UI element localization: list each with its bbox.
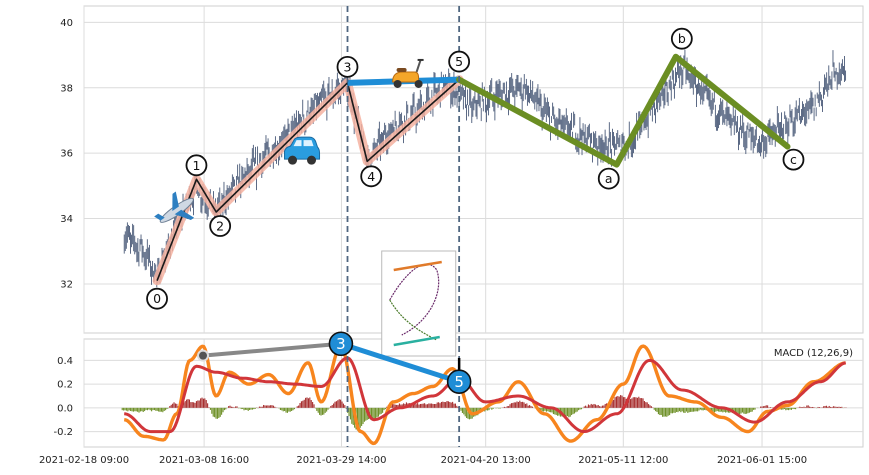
wave-label-circle	[209, 215, 232, 237]
x-tick-label: 2021-03-29 14:00	[296, 455, 386, 466]
inset-frame	[381, 250, 457, 357]
car-wheel-rear	[307, 155, 317, 165]
wave-label-text: 5	[455, 54, 463, 69]
price-y-tick-label: 36	[60, 149, 73, 160]
macd-legend: MACD (12,26,9)	[774, 348, 853, 359]
macd-line	[123, 344, 846, 446]
wave-label-text: b	[678, 31, 686, 46]
x-tick-label: 2021-05-11 12:00	[578, 455, 668, 466]
wave-label-circle	[360, 165, 383, 188]
x-tick-label: 2021-03-08 16:00	[159, 455, 249, 466]
scooter-wheel-rear	[393, 79, 402, 88]
macd-y-tick-label: -0.2	[53, 427, 73, 438]
wave-label-text: 3	[344, 59, 352, 74]
car-window-front	[293, 140, 302, 147]
wave-label-text: 4	[367, 169, 375, 184]
airplane-wing-bottom	[174, 209, 195, 221]
macd-lines	[123, 344, 846, 446]
scooter-handle-stem	[415, 59, 422, 73]
wave-label-circle	[782, 148, 805, 171]
correction-wave-line	[456, 53, 791, 168]
scooter-body	[392, 71, 420, 83]
x-tick-label: 2021-06-01 15:00	[717, 455, 807, 466]
wave-label-text: 2	[216, 219, 224, 234]
wave-label-text: 1	[192, 158, 200, 173]
wave-label-circle	[146, 287, 168, 310]
macd-gray-connector	[202, 341, 342, 358]
inset-coaster-top	[393, 260, 442, 272]
airplane-tail	[154, 213, 165, 221]
inset-thumbnail	[381, 250, 465, 381]
macd-y-tick-label: 0.2	[57, 380, 73, 391]
price-y-tick-label: 34	[60, 214, 73, 225]
scooter-seat	[396, 67, 407, 72]
signal-line	[124, 356, 846, 434]
wave-labels: 3 5 0 1 2 3 4 5 a b c	[146, 27, 805, 395]
scooter-icon	[392, 58, 424, 88]
grid-layer	[83, 5, 864, 448]
wave-label-text: a	[605, 171, 613, 186]
macd-wave-marker	[328, 331, 354, 357]
car-window-rear	[303, 140, 314, 147]
impulse-wave-line	[156, 79, 460, 281]
price-y-tick-label: 32	[60, 279, 73, 290]
price-y-tick-label: 40	[60, 18, 73, 29]
x-tick-label: 2021-02-18 09:00	[39, 455, 129, 466]
price-panel-frame	[83, 5, 864, 334]
vehicle-icons	[154, 58, 424, 223]
wave-label-text: 0	[153, 291, 161, 306]
macd-wave-marker	[446, 369, 472, 395]
wave-label-circle	[670, 27, 693, 50]
vertical-markers	[346, 6, 465, 447]
wave-label-text: c	[790, 152, 797, 167]
inset-curve-purple	[389, 263, 440, 336]
price-y-tick-label: 38	[60, 83, 73, 94]
macd-wave-marker-label: 5	[454, 373, 464, 391]
macd-blue-connector	[340, 341, 460, 385]
wave-label-circle	[185, 154, 208, 177]
car-icon	[284, 136, 321, 165]
macd-start-dot	[197, 349, 210, 362]
airplane-wing-top	[172, 191, 179, 212]
airplane-icon	[154, 191, 195, 223]
car-wheel-front	[288, 155, 298, 165]
macd-y-tick-label: 0.4	[57, 356, 73, 367]
wave-label-circle	[597, 167, 620, 190]
macd-wave-marker-label: 3	[336, 335, 346, 353]
macd-y-tick-label: 0.0	[57, 403, 73, 414]
x-tick-label: 2021-04-20 13:00	[441, 455, 531, 466]
inset-coaster-bottom	[393, 335, 440, 347]
wave-label-circle	[448, 50, 471, 73]
scooter-wheel-front	[414, 79, 423, 88]
wave-label-circle	[336, 55, 359, 78]
axes: 2021-02-18 09:00 2021-03-08 16:00 2021-03-…	[39, 18, 807, 466]
